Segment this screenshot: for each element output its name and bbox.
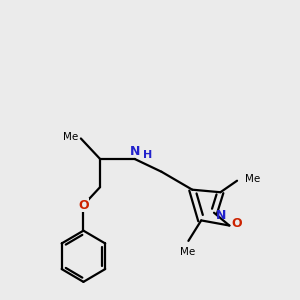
Text: O: O [231, 217, 242, 230]
Text: O: O [78, 199, 89, 212]
Text: Me: Me [63, 132, 78, 142]
Text: Me: Me [245, 174, 260, 184]
Text: Me: Me [179, 247, 195, 257]
Text: H: H [143, 150, 153, 161]
Text: N: N [216, 209, 226, 222]
Text: N: N [130, 145, 140, 158]
